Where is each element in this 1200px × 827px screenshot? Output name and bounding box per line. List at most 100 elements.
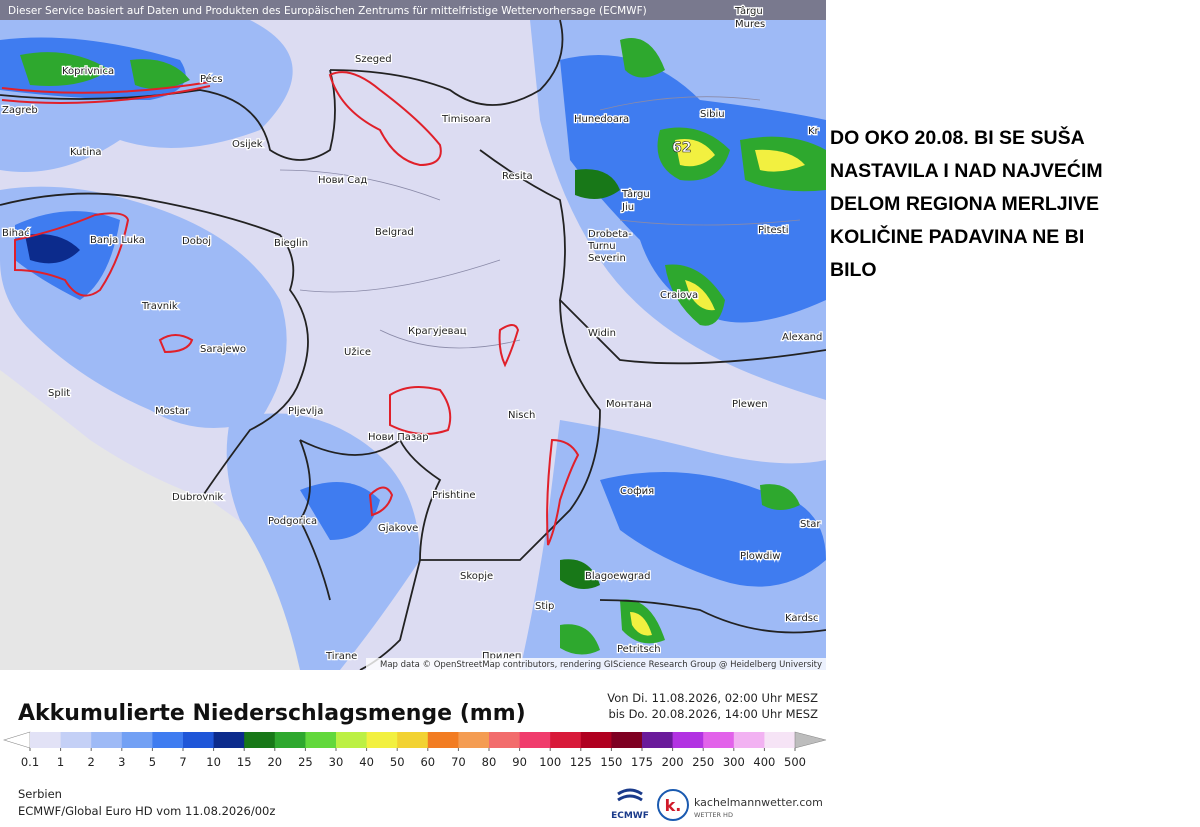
scale-label: 5 (149, 755, 156, 769)
city-label: София (620, 486, 654, 497)
city-label: Star (800, 519, 821, 530)
city-label: Târgu (621, 188, 650, 200)
scale-swatch (244, 732, 276, 748)
annotation-line: DO OKO 20.08. BI SE SUŠA (830, 127, 1085, 149)
ecmwf-logo: ECMWF (611, 788, 649, 821)
city-label: Timisoara (441, 114, 491, 125)
city-label: Resita (502, 171, 533, 182)
admin-lines (279, 96, 801, 349)
scale-label: 3 (118, 755, 125, 769)
city-label: Крагујевац (408, 325, 467, 337)
city-label: Stip (535, 601, 554, 612)
city-label: Drobeta- (588, 229, 632, 240)
city-label: Craiova (660, 290, 698, 301)
header-text: Dieser Service basiert auf Daten und Pro… (8, 5, 647, 17)
city-label: Монтана (606, 399, 652, 410)
city-label: Sibiu (700, 109, 725, 120)
city-label: Pljevlja (288, 406, 323, 417)
scale-swatch (30, 732, 62, 748)
svg-text:k.: k. (665, 796, 682, 815)
scale-label: 500 (784, 755, 806, 769)
city-label: Gjakove (378, 523, 418, 534)
city-label: Plewen (732, 399, 768, 410)
scale-swatch (764, 732, 796, 748)
city-label: Bieglin (274, 238, 308, 249)
scale-label: 400 (753, 755, 775, 769)
attribution: Map data © OpenStreetMap contributors, r… (380, 660, 822, 670)
scale-swatch (427, 732, 459, 748)
scale-under (2, 731, 31, 749)
scale-label: 40 (359, 755, 374, 769)
scale-swatch (183, 732, 215, 748)
scale-label: 80 (482, 755, 497, 769)
city-label: Tirane (325, 651, 357, 662)
brand-sub: WETTER HD (694, 811, 733, 819)
city-label: Blagoewgrad (585, 571, 651, 582)
city-label: Travnik (141, 301, 178, 312)
scale-label: 1 (57, 755, 64, 769)
annotation-line: KOLIČINE PADAVINA NE BI (830, 226, 1085, 248)
sea (0, 370, 330, 670)
city-label: Dubrovnik (172, 492, 223, 503)
annotation-line: BILO (830, 259, 877, 281)
city-label: Hunedoara (574, 114, 629, 125)
annotation-line: NASTAVILA I NAD NAJVEĆIM (830, 160, 1103, 182)
city-label: Kr (808, 126, 820, 137)
scale-swatch (91, 732, 123, 748)
color-scale: 0.1 1 2 3 5 7 10 15 20 25 30 40 50 60 70 80 90 100 125 150 1… (2, 731, 827, 769)
scale-swatch (274, 732, 306, 748)
scale-swatch (672, 732, 704, 748)
scale-over (794, 731, 827, 749)
scale-swatch (703, 732, 735, 748)
scale-swatch (458, 732, 490, 748)
scale-swatch (121, 732, 153, 748)
scale-swatch (642, 732, 674, 748)
city-label: Podgorica (268, 516, 317, 527)
city-label: Split (48, 388, 70, 399)
scale-label: 300 (723, 755, 745, 769)
scale-swatch (733, 732, 765, 748)
city-label: Нови Пазар (368, 432, 429, 443)
city-label: Prishtine (432, 490, 475, 501)
scale-label: 30 (329, 755, 344, 769)
brand-logo: k. kachelmannwetter.com WETTER HD (657, 789, 823, 821)
max-label: 62 (672, 140, 691, 156)
header-band (0, 0, 826, 20)
city-labels: Koprivnica Pécs Zagreb Szeged Timisoara Osije… (1, 4, 824, 664)
scale-label: 175 (631, 755, 653, 769)
city-label: Skopje (460, 571, 493, 582)
city-label: Belgrad (375, 227, 414, 238)
city-label: Szeged (355, 54, 392, 65)
city-label: Zagreb (2, 105, 38, 116)
city-label: Bihać (2, 227, 30, 239)
scale-label: 150 (600, 755, 622, 769)
city-label: Нови Сад (318, 175, 367, 186)
scale-swatch (305, 732, 337, 748)
ecmwf-text: ECMWF (611, 811, 649, 821)
city-label: Koprivnica (62, 66, 114, 77)
scale-swatch (611, 732, 643, 748)
scale-label: 25 (298, 755, 313, 769)
scale-swatch (366, 732, 398, 748)
scale-label: 70 (451, 755, 466, 769)
city-label: Târgu (734, 5, 763, 17)
scale-label: 15 (237, 755, 252, 769)
scale-swatch (397, 732, 429, 748)
scale-label: 200 (662, 755, 684, 769)
period-from: Von Di. 11.08.2026, 02:00 Uhr MESZ (607, 691, 818, 705)
borders (0, 19, 826, 670)
footer-region: Serbien (18, 787, 62, 801)
legend-title: Akkumulierte Niederschlagsmenge (mm) (18, 701, 526, 726)
city-label: Petritsch (617, 644, 661, 655)
scale-swatch (336, 732, 368, 748)
footer-model: ECMWF/Global Euro HD vom 11.08.2026/00z (18, 804, 275, 818)
city-label: Jiu (621, 202, 634, 213)
precipitation-map: Dieser Service basiert auf Daten und Pro… (0, 0, 826, 670)
city-label: Nisch (508, 410, 535, 421)
city-label: Doboj (182, 236, 211, 247)
scale-label: 60 (420, 755, 435, 769)
scale-swatch (60, 732, 92, 748)
scale-label: 20 (267, 755, 282, 769)
legend: Akkumulierte Niederschlagsmenge (mm) Von… (2, 691, 827, 821)
city-label: Plowdiw (740, 551, 780, 562)
